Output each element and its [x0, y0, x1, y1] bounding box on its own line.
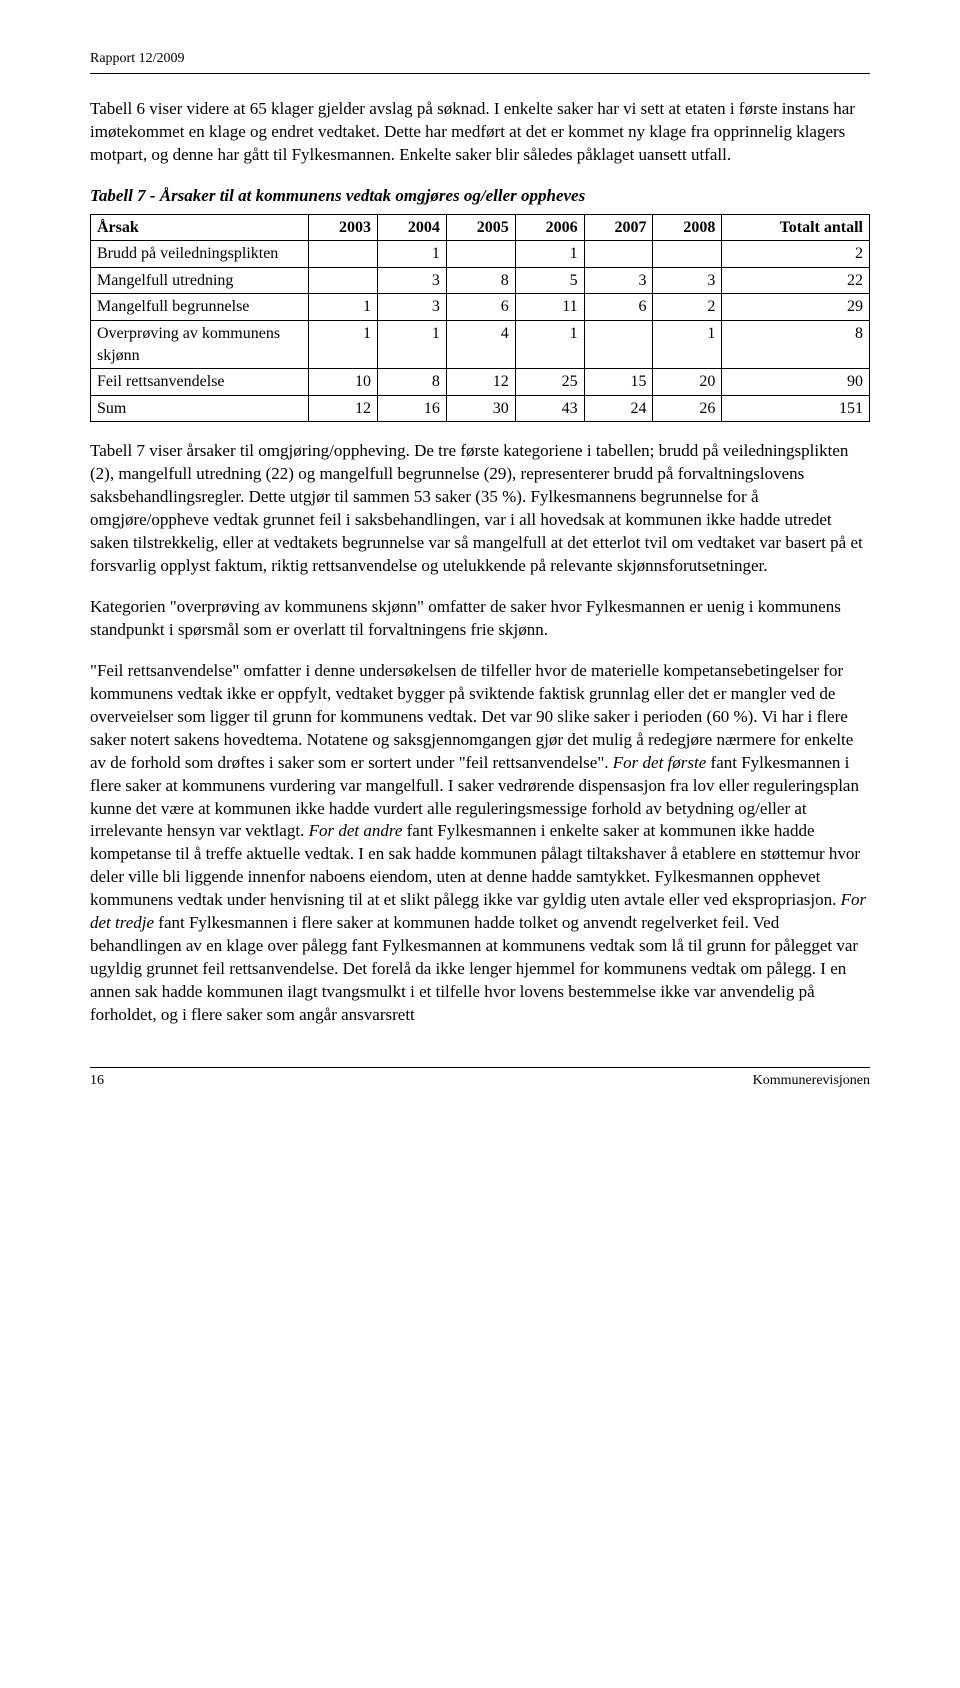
cell: 30: [446, 395, 515, 422]
p4-part-d: fant Fylkesmannen i flere saker at kommu…: [90, 913, 858, 1024]
header-rule: [90, 73, 870, 74]
cell: 22: [722, 267, 870, 294]
row-label: Sum: [91, 395, 309, 422]
cell: 1: [515, 321, 584, 369]
table-row: Mangelfull begrunnelse 1 3 6 11 6 2 29: [91, 294, 870, 321]
table7-col-2004: 2004: [377, 214, 446, 241]
cell: 6: [446, 294, 515, 321]
table7-col-2003: 2003: [309, 214, 378, 241]
row-label: Brudd på veiledningsplikten: [91, 241, 309, 268]
cell: 151: [722, 395, 870, 422]
footer-source: Kommunerevisjonen: [753, 1072, 870, 1091]
paragraph-2: Tabell 7 viser årsaker til omgjøring/opp…: [90, 440, 870, 578]
cell: [584, 241, 653, 268]
cell: 8: [377, 369, 446, 396]
table7-col-2006: 2006: [515, 214, 584, 241]
cell: 2: [653, 294, 722, 321]
cell: 3: [377, 294, 446, 321]
cell: [446, 241, 515, 268]
page-footer: 16 Kommunerevisjonen: [90, 1067, 870, 1091]
row-label: Mangelfull begrunnelse: [91, 294, 309, 321]
table-row: Brudd på veiledningsplikten 1 1 2: [91, 241, 870, 268]
row-label: Mangelfull utredning: [91, 267, 309, 294]
table7-col-2007: 2007: [584, 214, 653, 241]
cell: 1: [653, 321, 722, 369]
row-label: Feil rettsanvendelse: [91, 369, 309, 396]
cell: 1: [377, 321, 446, 369]
table7-caption: Tabell 7 - Årsaker til at kommunens vedt…: [90, 185, 870, 208]
cell: 15: [584, 369, 653, 396]
cell: 3: [653, 267, 722, 294]
table-row-sum: Sum 12 16 30 43 24 26 151: [91, 395, 870, 422]
cell: 5: [515, 267, 584, 294]
table-row: Feil rettsanvendelse 10 8 12 25 15 20 90: [91, 369, 870, 396]
cell: 26: [653, 395, 722, 422]
report-header: Rapport 12/2009: [90, 50, 870, 69]
cell: 10: [309, 369, 378, 396]
cell: [584, 321, 653, 369]
cell: 24: [584, 395, 653, 422]
cell: 4: [446, 321, 515, 369]
cell: 1: [377, 241, 446, 268]
table7-header-row: Årsak 2003 2004 2005 2006 2007 2008 Tota…: [91, 214, 870, 241]
cell: 11: [515, 294, 584, 321]
cell: 29: [722, 294, 870, 321]
cell: 90: [722, 369, 870, 396]
cell: 3: [377, 267, 446, 294]
page-number: 16: [90, 1072, 104, 1091]
p4-em1: For det første: [613, 753, 707, 772]
cell: [653, 241, 722, 268]
cell: 25: [515, 369, 584, 396]
cell: 3: [584, 267, 653, 294]
cell: 12: [446, 369, 515, 396]
cell: 43: [515, 395, 584, 422]
table-row: Overprøving av kommunens skjønn 1 1 4 1 …: [91, 321, 870, 369]
cell: 8: [722, 321, 870, 369]
table7: Årsak 2003 2004 2005 2006 2007 2008 Tota…: [90, 214, 870, 423]
cell: [309, 241, 378, 268]
cell: 1: [309, 294, 378, 321]
paragraph-1: Tabell 6 viser videre at 65 klager gjeld…: [90, 98, 870, 167]
cell: 12: [309, 395, 378, 422]
table7-col-total: Totalt antall: [722, 214, 870, 241]
table-row: Mangelfull utredning 3 8 5 3 3 22: [91, 267, 870, 294]
paragraph-3: Kategorien "overprøving av kommunens skj…: [90, 596, 870, 642]
cell: 2: [722, 241, 870, 268]
p4-em2: For det andre: [309, 821, 403, 840]
cell: 16: [377, 395, 446, 422]
cell: 6: [584, 294, 653, 321]
table7-col-2005: 2005: [446, 214, 515, 241]
cell: 1: [309, 321, 378, 369]
cell: [309, 267, 378, 294]
table7-col-2008: 2008: [653, 214, 722, 241]
paragraph-4: "Feil rettsanvendelse" omfatter i denne …: [90, 660, 870, 1027]
cell: 8: [446, 267, 515, 294]
cell: 1: [515, 241, 584, 268]
cell: 20: [653, 369, 722, 396]
row-label: Overprøving av kommunens skjønn: [91, 321, 309, 369]
table7-col-arsak: Årsak: [91, 214, 309, 241]
